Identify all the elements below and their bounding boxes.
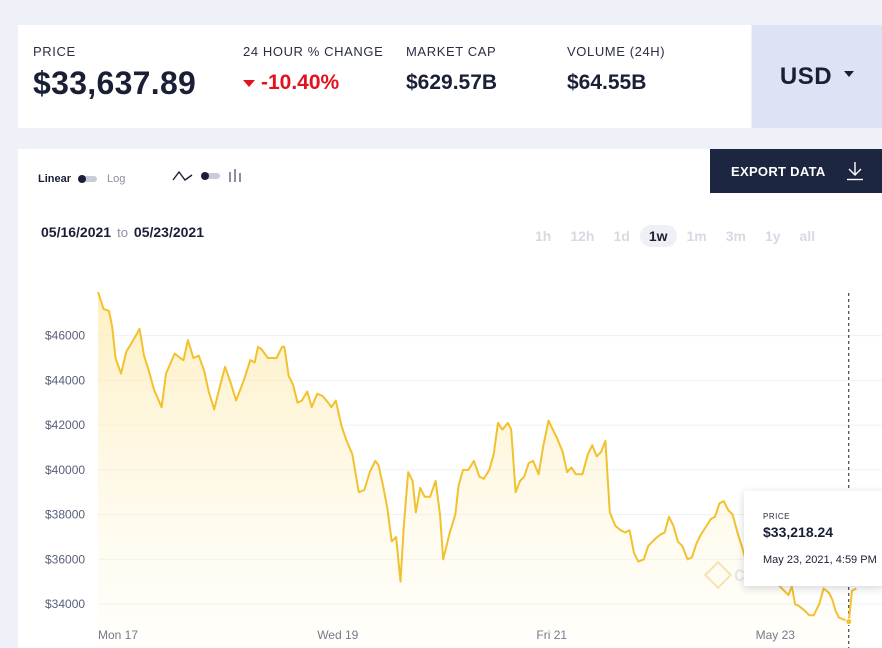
y-tick-label: $42000 bbox=[45, 418, 85, 432]
range-1m[interactable]: 1m bbox=[686, 228, 707, 244]
export-data-label: EXPORT DATA bbox=[731, 163, 826, 179]
change-label: 24 HOUR % CHANGE bbox=[243, 44, 384, 59]
currency-select[interactable]: USD bbox=[752, 25, 882, 128]
range-1w[interactable]: 1w bbox=[639, 225, 677, 247]
y-tick-label: $34000 bbox=[45, 597, 85, 611]
scale-linear-label[interactable]: Linear bbox=[38, 173, 72, 185]
scale-switch[interactable] bbox=[78, 175, 98, 183]
stats-bar: PRICE $33,637.89 24 HOUR % CHANGE -10.40… bbox=[18, 25, 751, 128]
date-from[interactable]: 05/16/2021 bbox=[41, 224, 112, 240]
chart-type-toggle[interactable] bbox=[172, 168, 242, 184]
scale-toggle[interactable]: Linear Log bbox=[38, 173, 125, 185]
range-1d[interactable]: 1d bbox=[613, 228, 630, 244]
y-tick-label: $36000 bbox=[45, 552, 85, 566]
tooltip-label: PRICE bbox=[763, 512, 790, 521]
price-line bbox=[97, 291, 857, 623]
range-1h[interactable]: 1h bbox=[535, 228, 552, 244]
price-chart[interactable]: $34000 $36000 $38000 $40000 $42000 $44000 $460… bbox=[18, 149, 882, 648]
y-tick-label: $40000 bbox=[45, 463, 85, 477]
chart-panel: $34000 $36000 $38000 $40000 $42000 $44000 $460… bbox=[18, 149, 882, 648]
down-arrow-icon bbox=[243, 79, 255, 87]
export-data-button[interactable]: EXPORT DATA bbox=[710, 149, 882, 193]
market-cap-label: MARKET CAP bbox=[406, 44, 497, 59]
chart-type-switch[interactable] bbox=[201, 172, 220, 180]
price-value: $33,637.89 bbox=[33, 65, 197, 101]
scale-switch-knob bbox=[78, 175, 87, 183]
range-3m[interactable]: 3m bbox=[725, 228, 746, 244]
range-12h[interactable]: 12h bbox=[570, 228, 595, 244]
market-cap-stat: MARKET CAP $629.57B bbox=[406, 44, 497, 95]
volume-value: $64.55B bbox=[567, 71, 647, 94]
currency-value: USD bbox=[779, 62, 833, 90]
date-to-word: to bbox=[117, 225, 128, 240]
change-stat: 24 HOUR % CHANGE -10.40% bbox=[243, 44, 383, 95]
coindesk-logo-icon bbox=[703, 560, 733, 590]
price-area bbox=[98, 292, 857, 648]
scale-log-label[interactable]: Log bbox=[107, 173, 126, 185]
tooltip-value: $33,218.24 bbox=[763, 524, 834, 540]
range-selector: 1h 12h 1d 1w 1m 3m 1y all bbox=[535, 225, 815, 247]
line-chart-icon[interactable] bbox=[172, 169, 194, 183]
date-to[interactable]: 05/23/2021 bbox=[133, 224, 204, 240]
change-value: -10.40% bbox=[261, 71, 340, 94]
range-1y[interactable]: 1y bbox=[764, 228, 781, 244]
candlestick-chart-icon[interactable] bbox=[228, 168, 242, 184]
change-value-wrap: -10.40% bbox=[243, 71, 383, 95]
highlight-point bbox=[845, 618, 853, 626]
y-tick-label: $38000 bbox=[45, 508, 85, 522]
volume-stat: VOLUME (24H) $64.55B bbox=[567, 44, 665, 95]
y-tick-label: $44000 bbox=[45, 373, 85, 387]
market-cap-value: $629.57B bbox=[406, 71, 498, 94]
tooltip-time: May 23, 2021, 4:59 PM bbox=[763, 554, 877, 566]
date-range[interactable]: 05/16/2021 to 05/23/2021 bbox=[41, 224, 204, 240]
volume-label: VOLUME (24H) bbox=[567, 44, 666, 59]
price-stat: PRICE $33,637.89 bbox=[33, 44, 196, 102]
price-label: PRICE bbox=[33, 44, 76, 59]
y-tick-label: $46000 bbox=[45, 329, 85, 343]
price-tooltip: PRICE $33,218.24 May 23, 2021, 4:59 PM bbox=[744, 491, 882, 586]
caret-down-icon bbox=[844, 70, 855, 77]
download-icon bbox=[847, 162, 863, 181]
range-all[interactable]: all bbox=[799, 228, 816, 244]
chart-type-switch-knob bbox=[201, 172, 209, 180]
